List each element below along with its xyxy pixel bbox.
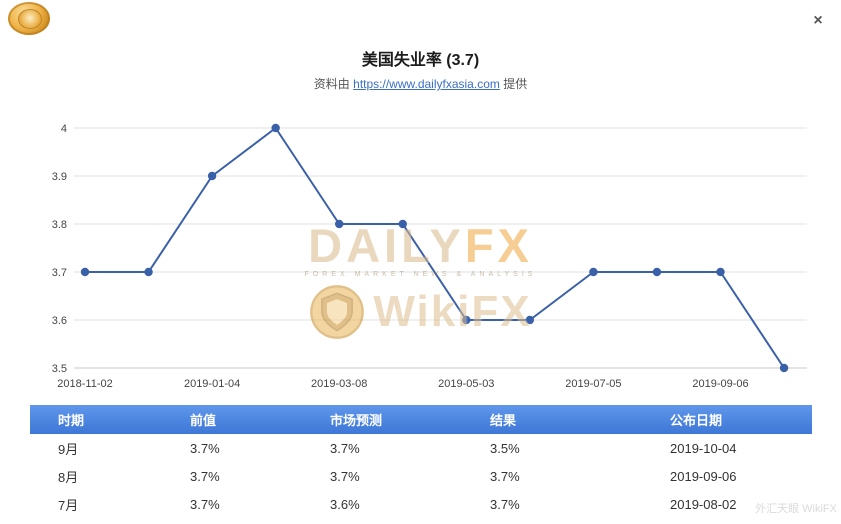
data-point — [335, 219, 344, 229]
table-cell: 2019-10-04 — [670, 434, 812, 462]
table-cell: 3.7% — [190, 462, 330, 490]
x-axis-label: 2019-05-03 — [438, 378, 494, 390]
table-cell: 3.7% — [190, 490, 330, 518]
table-row: 7月 3.7% 3.6% 3.7% 2019-08-02 — [30, 490, 812, 518]
close-icon[interactable]: × — [813, 12, 823, 29]
table-cell: 3.7% — [330, 462, 490, 490]
data-point — [462, 315, 471, 325]
table-cell: 3.7% — [190, 434, 330, 462]
table-cell: 7月 — [30, 490, 190, 518]
table-cell: 3.7% — [490, 490, 670, 518]
source-prefix: 资料由 — [313, 77, 354, 91]
y-axis-label: 3.6 — [52, 315, 67, 327]
data-point — [779, 363, 789, 373]
data-point — [80, 267, 90, 277]
table-header-row: 时期 前值 市场预测 结果 公布日期 — [30, 405, 812, 434]
source-link[interactable]: https://www.dailyfxasia.com — [353, 77, 500, 91]
table-header-cell: 前值 — [190, 405, 330, 434]
y-axis-label: 3.7 — [52, 267, 67, 279]
table-header-cell: 时期 — [30, 405, 190, 434]
x-axis-label: 2019-07-05 — [565, 378, 621, 390]
table-cell: 9月 — [30, 434, 190, 462]
page-title: 美国失业率 (3.7) — [361, 52, 480, 69]
table-header-cell: 市场预测 — [330, 405, 490, 434]
wikifx-badge-icon — [8, 2, 50, 35]
source-line: 资料由 https://www.dailyfxasia.com 提供 — [0, 75, 841, 92]
unemployment-line-chart: 4 3.9 3.8 3.7 3.6 3.5 2018-11-02 2019-01-04 2019… — [52, 123, 807, 390]
x-axis-label: 2018-11-02 — [57, 378, 112, 390]
table-cell: 8月 — [30, 462, 190, 490]
x-axis-label: 2019-01-04 — [184, 378, 240, 390]
x-axis-label: 2019-03-08 — [311, 378, 367, 390]
table-header-cell: 公布日期 — [670, 405, 812, 434]
table-cell: 3.6% — [330, 490, 490, 518]
y-axis-label: 3.8 — [52, 219, 67, 231]
table-cell: 3.7% — [330, 434, 490, 462]
data-point — [398, 219, 407, 229]
line-series — [85, 127, 785, 369]
table-row: 9月 3.7% 3.7% 3.5% 2019-10-04 — [30, 434, 812, 462]
data-point — [144, 267, 153, 277]
y-axis-label: 3.5 — [52, 363, 67, 375]
data-point — [525, 315, 535, 325]
data-point — [271, 123, 280, 133]
data-point — [716, 267, 725, 277]
table-cell: 2019-09-06 — [670, 462, 812, 490]
data-point — [207, 171, 217, 181]
table-cell: 2019-08-02 — [670, 490, 812, 518]
source-suffix: 提供 — [499, 77, 528, 91]
release-table: 时期 前值 市场预测 结果 公布日期 9月 3.7% 3.7% 3.5% 2019-10-04 8… — [30, 405, 812, 518]
x-axis-label: 2019-09-06 — [692, 378, 748, 390]
data-point — [589, 267, 598, 277]
table-cell: 3.5% — [490, 434, 670, 462]
table-cell: 3.7% — [490, 462, 670, 490]
table-header-cell: 结果 — [490, 405, 670, 434]
y-axis-label: 4 — [61, 123, 67, 135]
wikifx-badge-core-icon — [18, 9, 42, 29]
table-row: 8月 3.7% 3.7% 3.7% 2019-09-06 — [30, 462, 812, 490]
data-point — [652, 267, 662, 277]
y-axis-label: 3.9 — [52, 171, 67, 183]
